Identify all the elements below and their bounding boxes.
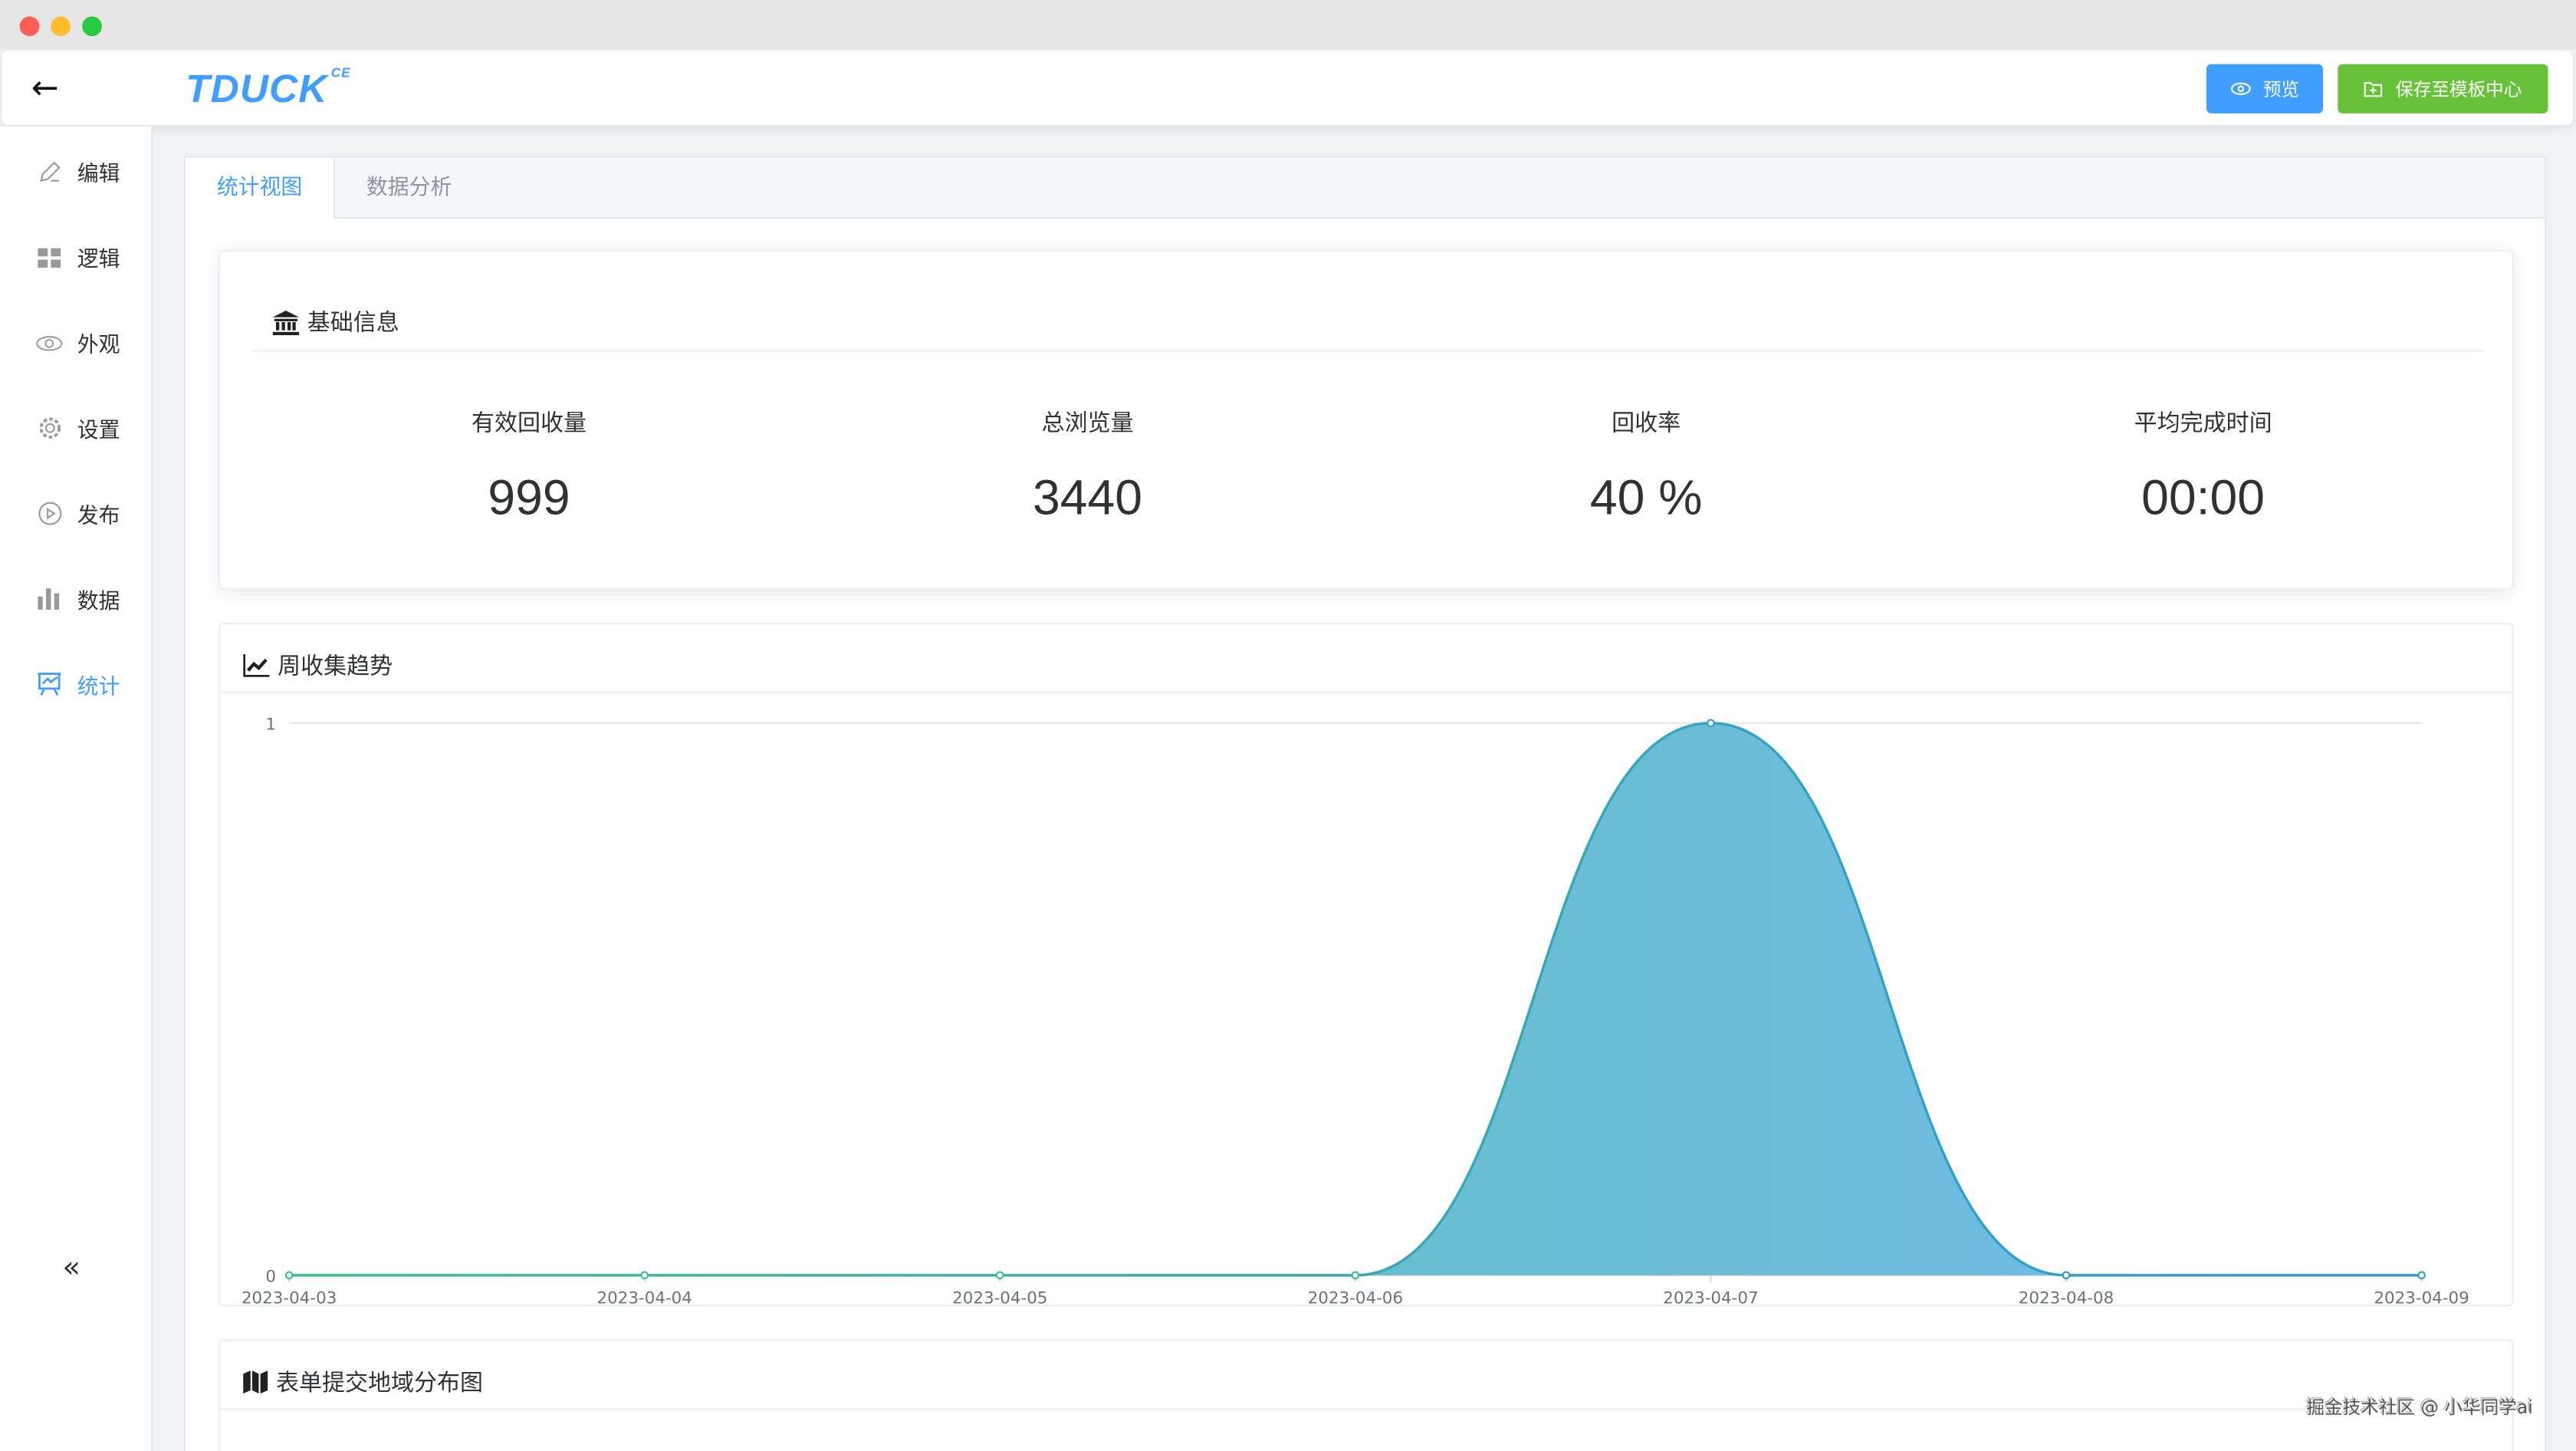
sidebar-item-data[interactable]: 数据 (36, 584, 120, 615)
basic-info-card: 基础信息 有效回收量 999 总浏览量 3440 回收率 40 % 平均完成时间 00:… (219, 249, 2514, 591)
divider (220, 692, 2512, 694)
data-point (995, 1271, 1004, 1280)
x-tick-label: 2023-04-03 (242, 1288, 337, 1308)
save-template-button[interactable]: 保存至模板中心 (2338, 64, 2548, 114)
x-tick-label: 2023-04-07 (1663, 1288, 1758, 1308)
sidebar: 编辑 逻辑 外观 设置 发布 数据 统计 « (0, 127, 153, 1451)
sidebar-item-settings[interactable]: 设置 (36, 413, 120, 444)
gear-icon (36, 415, 62, 441)
divider (220, 1408, 2512, 1410)
top-header: ← TDUCK CE 预览 保存至模板中心 (2, 51, 2573, 125)
collapse-sidebar-icon[interactable]: « (62, 1250, 81, 1285)
minimize-window-button[interactable] (51, 16, 71, 37)
window-titlebar (0, 0, 2576, 50)
pencil-icon (36, 159, 62, 185)
tab-statistics-view[interactable]: 统计视图 (186, 157, 336, 219)
sidebar-item-label: 外观 (77, 334, 120, 359)
sidebar-item-edit[interactable]: 编辑 (36, 156, 120, 188)
sidebar-item-label: 发布 (77, 504, 120, 529)
x-tick-label: 2023-04-04 (597, 1288, 692, 1308)
preview-button[interactable]: 预览 (2206, 64, 2323, 114)
data-point (2062, 1271, 2071, 1280)
bank-icon (272, 309, 299, 335)
stat-response-rate: 回收率 40 % (1367, 406, 1926, 528)
stat-value: 3440 (1033, 472, 1143, 526)
folder-add-icon (2364, 82, 2383, 97)
sidebar-item-statistics[interactable]: 统计 (36, 669, 120, 700)
preview-label: 预览 (2262, 78, 2299, 100)
logo-sup: CE (330, 65, 351, 81)
stat-value: 00:00 (2141, 472, 2265, 526)
close-window-button[interactable] (19, 16, 40, 37)
eye-icon (36, 330, 63, 356)
area-fill (289, 722, 2422, 1275)
x-tick-label: 2023-04-09 (2374, 1288, 2469, 1308)
region-distribution-card: 表单提交地域分布图 (219, 1339, 2514, 1451)
sidebar-item-label: 统计 (77, 675, 120, 700)
watermark: 掘金技术社区 @ 小华同学ai (2306, 1397, 2533, 1419)
play-circle-icon (36, 501, 62, 527)
data-point (1707, 719, 1715, 728)
y-tick-label: 0 (265, 1267, 276, 1286)
maximize-window-button[interactable] (82, 16, 102, 37)
tab-bar: 统计视图 数据分析 (186, 157, 2545, 219)
save-template-label: 保存至模板中心 (2395, 78, 2522, 100)
line-chart-icon (243, 653, 270, 677)
data-point (2417, 1271, 2426, 1280)
logo: TDUCK CE (186, 65, 351, 114)
map-icon (243, 1370, 268, 1394)
y-tick-label: 1 (265, 715, 276, 734)
sidebar-item-publish[interactable]: 发布 (36, 498, 120, 529)
sidebar-item-label: 设置 (77, 419, 120, 444)
tab-data-analysis[interactable]: 数据分析 (366, 176, 452, 201)
x-tick-label: 2023-04-05 (952, 1288, 1047, 1308)
sidebar-item-label: 数据 (77, 590, 120, 615)
stat-average-time: 平均完成时间 00:00 (1924, 406, 2482, 528)
back-arrow-icon[interactable]: ← (31, 67, 59, 107)
weekly-trend-title-text: 周收集趋势 (278, 653, 393, 681)
sidebar-item-label: 编辑 (77, 163, 120, 188)
logo-text: TDUCK (186, 67, 328, 112)
data-point (1351, 1271, 1360, 1280)
region-distribution-title-text: 表单提交地域分布图 (276, 1370, 483, 1397)
grid-icon (36, 244, 62, 270)
weekly-trend-card: 周收集趋势 (219, 623, 2514, 1307)
stat-valid-responses: 有效回收量 999 (250, 406, 809, 528)
bar-chart-icon (36, 586, 62, 612)
basic-info-title: 基础信息 (272, 306, 399, 339)
data-point (284, 1271, 294, 1280)
stat-label: 总浏览量 (1041, 410, 1134, 437)
eye-icon (2229, 82, 2250, 95)
stat-value: 40 % (1589, 472, 1703, 526)
divider (253, 350, 2482, 352)
sidebar-item-label: 逻辑 (77, 248, 120, 273)
main-panel: 统计视图 数据分析 基础信息 有效回收量 999 总浏览量 3440 回收率 40 %… (184, 156, 2547, 1451)
x-tick-label: 2023-04-06 (1308, 1288, 1403, 1308)
region-distribution-title: 表单提交地域分布图 (243, 1366, 483, 1399)
sidebar-item-logic[interactable]: 逻辑 (36, 242, 120, 273)
sidebar-item-appearance[interactable]: 外观 (36, 327, 120, 358)
stat-label: 回收率 (1612, 410, 1681, 437)
stat-total-views: 总浏览量 3440 (808, 406, 1367, 528)
basic-info-title-text: 基础信息 (307, 311, 399, 337)
weekly-trend-title: 周收集趋势 (243, 649, 393, 682)
x-tick-label: 2023-04-08 (2019, 1288, 2114, 1308)
stat-value: 999 (488, 472, 570, 526)
stat-label: 有效回收量 (472, 410, 586, 437)
data-point (640, 1271, 649, 1280)
stat-label: 平均完成时间 (2134, 410, 2272, 437)
series-line (289, 722, 2422, 1277)
presentation-chart-icon (36, 671, 62, 697)
